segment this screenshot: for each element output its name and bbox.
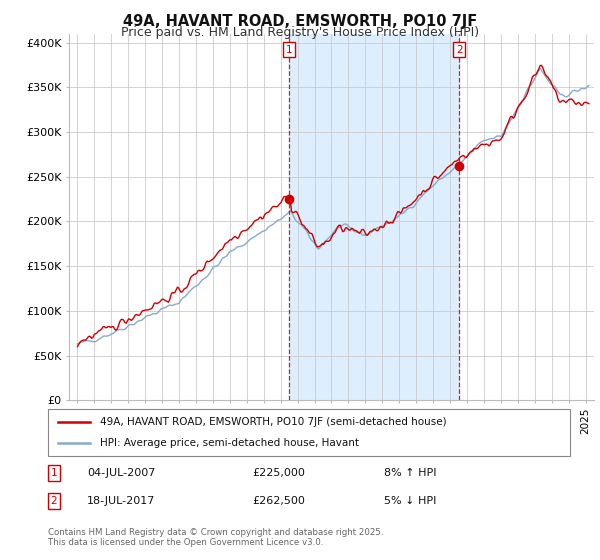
FancyBboxPatch shape (48, 409, 570, 456)
Text: 49A, HAVANT ROAD, EMSWORTH, PO10 7JF (semi-detached house): 49A, HAVANT ROAD, EMSWORTH, PO10 7JF (se… (100, 417, 447, 427)
Text: Price paid vs. HM Land Registry's House Price Index (HPI): Price paid vs. HM Land Registry's House … (121, 26, 479, 39)
Text: 5% ↓ HPI: 5% ↓ HPI (384, 496, 436, 506)
Text: 1: 1 (50, 468, 58, 478)
Bar (289, 34, 460, 400)
Text: 8% ↑ HPI: 8% ↑ HPI (384, 468, 437, 478)
Text: HPI: Average price, semi-detached house, Havant: HPI: Average price, semi-detached house,… (100, 438, 359, 448)
Text: 2: 2 (50, 496, 58, 506)
Text: £225,000: £225,000 (252, 468, 305, 478)
Text: 2: 2 (456, 45, 463, 55)
Text: 18-JUL-2017: 18-JUL-2017 (87, 496, 155, 506)
Text: £262,500: £262,500 (252, 496, 305, 506)
Text: 04-JUL-2007: 04-JUL-2007 (87, 468, 155, 478)
Text: 1: 1 (286, 45, 292, 55)
Text: Contains HM Land Registry data © Crown copyright and database right 2025.
This d: Contains HM Land Registry data © Crown c… (48, 528, 383, 547)
Text: 49A, HAVANT ROAD, EMSWORTH, PO10 7JF: 49A, HAVANT ROAD, EMSWORTH, PO10 7JF (123, 14, 477, 29)
